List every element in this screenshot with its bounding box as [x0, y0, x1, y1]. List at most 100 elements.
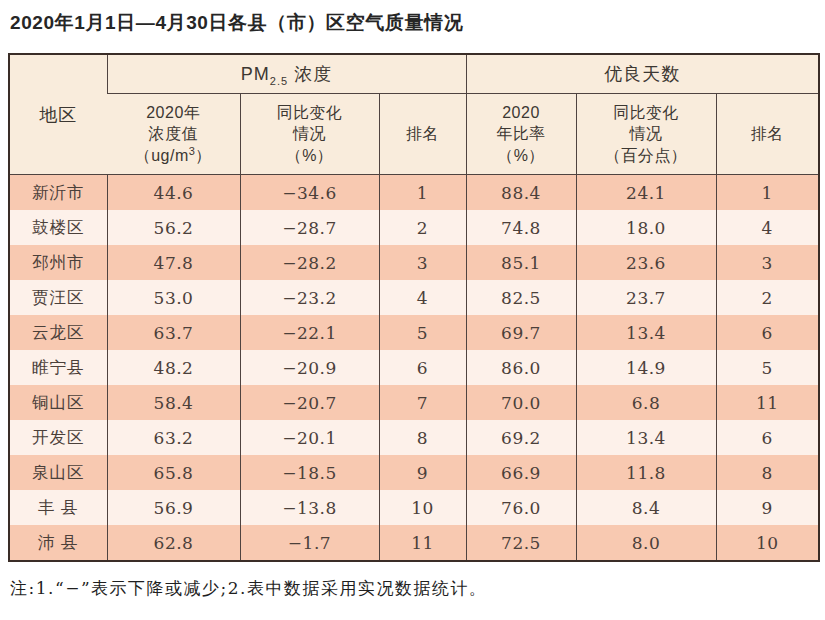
page: 2020年1月1日—4月30日各县（市）区空气质量情况 地区 PM2.5 浓度 …: [0, 0, 825, 620]
pm25-value-cell: 63.2: [107, 420, 240, 455]
page-title: 2020年1月1日—4月30日各县（市）区空气质量情况: [10, 10, 818, 36]
col-header-region: 地区: [9, 54, 107, 175]
good-change-line2: 情况: [577, 123, 716, 144]
pm25-unit-open: （ug/m: [135, 147, 189, 164]
header-group-row: 地区 PM2.5 浓度 优良天数: [9, 54, 819, 94]
table-row: 睢宁县 48.2 −20.9 6 86.0 14.9 5: [9, 350, 819, 385]
pm25-change-line1: 同比变化: [241, 102, 379, 123]
pm25-unit-close: ）: [195, 147, 212, 164]
col-header-good-rank: 排名: [716, 94, 819, 175]
pm25-rank-cell: 8: [379, 420, 466, 455]
pm25-rank-cell: 3: [379, 245, 466, 280]
pm25-rank-cell: 2: [379, 210, 466, 245]
good-change-line1: 同比变化: [577, 102, 716, 123]
pm25-rank-cell: 6: [379, 350, 466, 385]
good-rate-line3: （%）: [467, 145, 576, 166]
table-row: 贾汪区 53.0 −23.2 4 82.5 23.7 2: [9, 280, 819, 315]
region-cell: 泉山区: [9, 455, 107, 490]
good-change-cell: 13.4: [576, 420, 716, 455]
good-rate-cell: 72.5: [466, 525, 576, 561]
col-header-pm25-change: 同比变化 情况 （%）: [240, 94, 379, 175]
good-rate-cell: 66.9: [466, 455, 576, 490]
pm25-rank-cell: 5: [379, 315, 466, 350]
col-group-pm25: PM2.5 浓度: [107, 54, 466, 94]
col-group-good-days: 优良天数: [466, 54, 819, 94]
table-row: 铜山区 58.4 −20.7 7 70.0 6.8 11: [9, 385, 819, 420]
pm25-value-cell: 47.8: [107, 245, 240, 280]
good-rate-cell: 82.5: [466, 280, 576, 315]
good-rank-cell: 3: [716, 245, 819, 280]
pm25-value-line2: 浓度值: [107, 123, 240, 144]
region-cell: 沛 县: [9, 525, 107, 561]
pm25-rank-cell: 4: [379, 280, 466, 315]
pm25-change-cell: −34.6: [240, 175, 379, 211]
good-rate-cell: 69.2: [466, 420, 576, 455]
pm25-value-line1: 2020年: [107, 102, 240, 123]
region-cell: 鼓楼区: [9, 210, 107, 245]
pm25-value-cell: 48.2: [107, 350, 240, 385]
region-cell: 铜山区: [9, 385, 107, 420]
good-rank-cell: 6: [716, 315, 819, 350]
table-row: 鼓楼区 56.2 −28.7 2 74.8 18.0 4: [9, 210, 819, 245]
good-rate-cell: 76.0: [466, 490, 576, 525]
region-cell: 邳州市: [9, 245, 107, 280]
pm25-change-cell: −20.7: [240, 385, 379, 420]
pm25-rank-cell: 9: [379, 455, 466, 490]
good-change-line3: （百分点）: [577, 145, 716, 166]
pm25-value-cell: 44.6: [107, 175, 240, 211]
pm25-value-cell: 58.4: [107, 385, 240, 420]
region-cell: 贾汪区: [9, 280, 107, 315]
good-change-cell: 8.4: [576, 490, 716, 525]
region-cell: 丰 县: [9, 490, 107, 525]
col-header-pm25-rank: 排名: [379, 94, 466, 175]
pm25-value-cell: 63.7: [107, 315, 240, 350]
good-rank-cell: 2: [716, 280, 819, 315]
pm25-change-cell: −23.2: [240, 280, 379, 315]
col-header-pm25-value: 2020年 浓度值 （ug/m3）: [107, 94, 240, 175]
table-row: 泉山区 65.8 −18.5 9 66.9 11.8 8: [9, 455, 819, 490]
pm25-change-line2: 情况: [241, 123, 379, 144]
pm25-change-cell: −22.1: [240, 315, 379, 350]
pm25-value-cell: 62.8: [107, 525, 240, 561]
col-header-good-rate: 2020 年比率 （%）: [466, 94, 576, 175]
pm25-change-cell: −20.1: [240, 420, 379, 455]
pm25-rank-cell: 7: [379, 385, 466, 420]
region-cell: 云龙区: [9, 315, 107, 350]
good-rate-cell: 85.1: [466, 245, 576, 280]
good-change-cell: 24.1: [576, 175, 716, 211]
pm25-value-unit: （ug/m3）: [107, 144, 240, 166]
good-change-cell: 13.4: [576, 315, 716, 350]
good-change-cell: 6.8: [576, 385, 716, 420]
good-rank-cell: 4: [716, 210, 819, 245]
table-row: 沛 县 62.8 −1.7 11 72.5 8.0 10: [9, 525, 819, 561]
col-header-good-change: 同比变化 情况 （百分点）: [576, 94, 716, 175]
good-change-cell: 14.9: [576, 350, 716, 385]
good-rank-cell: 8: [716, 455, 819, 490]
pm25-change-cell: −28.2: [240, 245, 379, 280]
good-rate-cell: 70.0: [466, 385, 576, 420]
pm25-rank-cell: 11: [379, 525, 466, 561]
good-rank-cell: 1: [716, 175, 819, 211]
good-change-cell: 18.0: [576, 210, 716, 245]
table-row: 云龙区 63.7 −22.1 5 69.7 13.4 6: [9, 315, 819, 350]
pm25-change-cell: −18.5: [240, 455, 379, 490]
good-rank-cell: 5: [716, 350, 819, 385]
region-cell: 睢宁县: [9, 350, 107, 385]
table-row: 邳州市 47.8 −28.2 3 85.1 23.6 3: [9, 245, 819, 280]
pm25-rank-cell: 1: [379, 175, 466, 211]
good-change-cell: 11.8: [576, 455, 716, 490]
pm25-value-cell: 65.8: [107, 455, 240, 490]
pm25-subscript: 2.5: [270, 74, 288, 86]
table-row: 开发区 63.2 −20.1 8 69.2 13.4 6: [9, 420, 819, 455]
header-sub-row: 2020年 浓度值 （ug/m3） 同比变化 情况 （%） 排名 2020 年比…: [9, 94, 819, 175]
good-rate-line2: 年比率: [467, 123, 576, 144]
good-rate-cell: 88.4: [466, 175, 576, 211]
pm25-change-cell: −1.7: [240, 525, 379, 561]
pm25-change-line3: （%）: [241, 145, 379, 166]
pm25-change-cell: −13.8: [240, 490, 379, 525]
region-cell: 新沂市: [9, 175, 107, 211]
table-row: 丰 县 56.9 −13.8 10 76.0 8.4 9: [9, 490, 819, 525]
table-row: 新沂市 44.6 −34.6 1 88.4 24.1 1: [9, 175, 819, 211]
good-rate-line1: 2020: [467, 102, 576, 123]
good-change-cell: 8.0: [576, 525, 716, 561]
